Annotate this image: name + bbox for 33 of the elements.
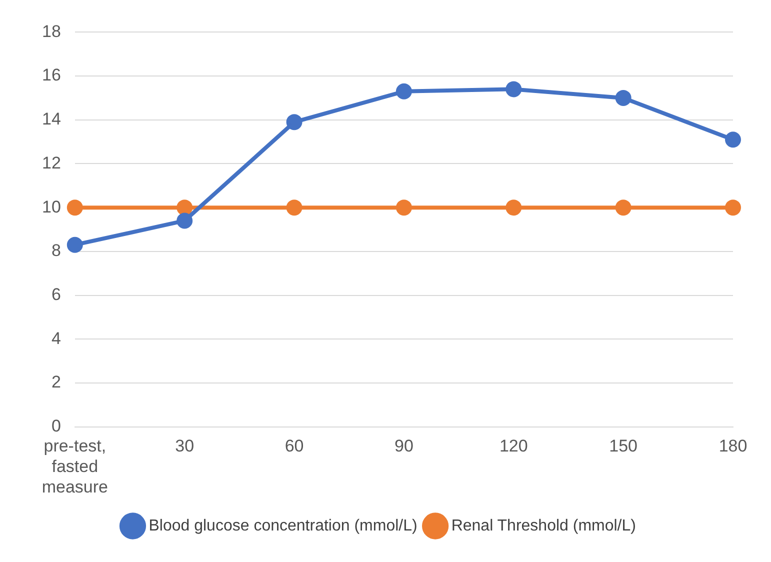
x-tick-label: 30 xyxy=(175,436,194,456)
y-tick-label: 2 xyxy=(51,372,61,392)
x-tick-label: 120 xyxy=(499,436,528,456)
y-tick-label: 18 xyxy=(42,22,61,41)
y-tick-label: 0 xyxy=(51,416,61,436)
point xyxy=(286,114,302,130)
y-tick-label: 8 xyxy=(51,241,61,260)
x-tick-label: 60 xyxy=(284,436,304,456)
legend-label: Blood glucose concentration (mmol/L) xyxy=(148,517,418,534)
x-tick-label: 90 xyxy=(394,436,414,456)
x-tick-label: 180 xyxy=(718,436,748,456)
point xyxy=(506,200,522,216)
point xyxy=(506,81,522,98)
y-tick-label: 12 xyxy=(42,153,61,172)
y-tick-label: 4 xyxy=(51,328,61,348)
y-tick-label: 10 xyxy=(42,197,61,216)
point xyxy=(396,83,412,100)
y-tick-label: 14 xyxy=(42,110,61,129)
point xyxy=(615,90,632,106)
y-tick-label: 16 xyxy=(42,66,61,85)
point xyxy=(66,200,83,216)
point xyxy=(396,200,412,216)
point xyxy=(615,200,632,216)
point xyxy=(176,212,193,229)
y-tick-label: 6 xyxy=(51,284,61,304)
point xyxy=(725,132,741,148)
point xyxy=(725,200,741,216)
point xyxy=(176,200,193,216)
point xyxy=(66,236,83,253)
point xyxy=(286,200,302,216)
legend-label: Renal Threshold (mmol/L) xyxy=(451,517,636,534)
x-tick-label: pre-test, fasted measure xyxy=(42,436,108,496)
x-tick-label: 150 xyxy=(609,436,638,456)
